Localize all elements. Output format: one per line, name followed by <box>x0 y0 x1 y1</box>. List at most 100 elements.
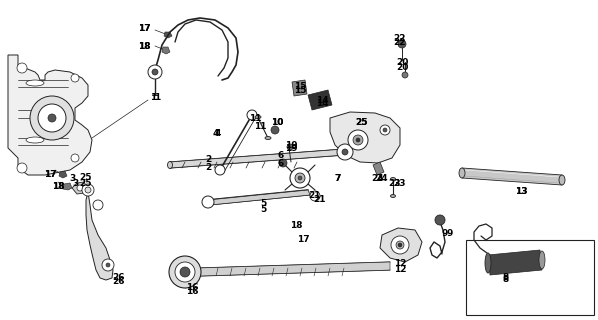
Circle shape <box>337 144 353 160</box>
Circle shape <box>180 267 190 277</box>
Circle shape <box>202 196 214 208</box>
Polygon shape <box>72 182 87 194</box>
Text: 16: 16 <box>186 286 199 295</box>
Ellipse shape <box>485 253 491 273</box>
Circle shape <box>38 104 66 132</box>
Text: 6: 6 <box>278 158 284 167</box>
Polygon shape <box>208 190 310 205</box>
Text: 24: 24 <box>372 173 385 182</box>
Circle shape <box>353 135 363 145</box>
Circle shape <box>17 163 27 173</box>
Text: 25: 25 <box>79 172 91 181</box>
Circle shape <box>391 236 409 254</box>
Circle shape <box>30 96 74 140</box>
Text: 18: 18 <box>138 42 150 51</box>
Circle shape <box>77 185 83 191</box>
Circle shape <box>398 243 402 247</box>
Circle shape <box>396 241 404 249</box>
Ellipse shape <box>459 168 465 178</box>
Text: 17: 17 <box>297 236 309 244</box>
Circle shape <box>356 138 360 142</box>
Circle shape <box>82 184 94 196</box>
Circle shape <box>295 173 305 183</box>
Text: 9: 9 <box>442 229 448 238</box>
Polygon shape <box>292 80 307 96</box>
Text: 2: 2 <box>205 155 211 164</box>
Circle shape <box>148 65 162 79</box>
Polygon shape <box>8 55 92 175</box>
Ellipse shape <box>255 116 261 118</box>
Circle shape <box>48 114 56 122</box>
Text: 7: 7 <box>335 173 341 182</box>
Circle shape <box>342 149 348 155</box>
Text: 23: 23 <box>393 179 406 188</box>
Text: 18: 18 <box>290 221 302 230</box>
Text: 18: 18 <box>138 42 150 51</box>
Circle shape <box>152 69 158 75</box>
Circle shape <box>102 259 114 271</box>
Text: 10: 10 <box>271 117 283 126</box>
Text: 17: 17 <box>138 23 150 33</box>
Text: 14: 14 <box>316 99 328 108</box>
Text: 13: 13 <box>515 188 527 196</box>
Text: 1: 1 <box>150 92 156 101</box>
Text: 3: 3 <box>69 173 75 182</box>
Text: 17: 17 <box>44 170 56 179</box>
Polygon shape <box>308 90 332 110</box>
Text: 9: 9 <box>447 229 453 238</box>
Text: 12: 12 <box>393 260 406 268</box>
Text: 11: 11 <box>249 114 261 123</box>
Text: 22: 22 <box>393 34 406 43</box>
Ellipse shape <box>265 137 271 140</box>
Ellipse shape <box>390 178 395 180</box>
Circle shape <box>247 110 257 120</box>
Polygon shape <box>488 250 542 275</box>
Circle shape <box>402 72 408 78</box>
Circle shape <box>435 215 445 225</box>
Circle shape <box>290 168 310 188</box>
Polygon shape <box>330 112 400 163</box>
Text: 22: 22 <box>393 37 406 46</box>
Polygon shape <box>164 32 172 38</box>
Text: 8: 8 <box>503 276 509 284</box>
Text: 2: 2 <box>205 163 211 172</box>
Circle shape <box>175 262 195 282</box>
Circle shape <box>93 200 103 210</box>
Text: 19: 19 <box>285 143 297 153</box>
Circle shape <box>215 165 225 175</box>
Ellipse shape <box>539 251 545 269</box>
Circle shape <box>279 159 287 167</box>
Text: 25: 25 <box>356 117 368 126</box>
Polygon shape <box>373 162 384 175</box>
Circle shape <box>85 187 91 193</box>
Circle shape <box>71 74 79 82</box>
Text: 3: 3 <box>72 179 78 188</box>
Text: 17: 17 <box>44 170 56 179</box>
Text: 20: 20 <box>396 62 408 71</box>
Text: 21: 21 <box>309 191 321 201</box>
Text: 10: 10 <box>271 117 283 126</box>
Text: 8: 8 <box>503 273 509 282</box>
Text: 6: 6 <box>278 150 284 159</box>
Ellipse shape <box>343 148 347 156</box>
Text: 15: 15 <box>294 85 306 94</box>
Ellipse shape <box>26 80 44 86</box>
Circle shape <box>106 263 110 267</box>
Ellipse shape <box>167 162 172 169</box>
Circle shape <box>169 256 201 288</box>
Text: 18: 18 <box>52 181 64 190</box>
Text: 18: 18 <box>52 181 64 190</box>
Bar <box>466 240 594 315</box>
Circle shape <box>71 154 79 162</box>
Text: 7: 7 <box>335 173 341 182</box>
Text: 16: 16 <box>186 283 199 292</box>
Text: 5: 5 <box>260 205 266 214</box>
Circle shape <box>271 126 279 134</box>
Text: 1: 1 <box>154 92 160 101</box>
Polygon shape <box>162 47 170 54</box>
Ellipse shape <box>26 137 44 143</box>
Polygon shape <box>170 149 345 168</box>
Circle shape <box>383 128 387 132</box>
Text: 23: 23 <box>389 179 401 188</box>
Text: 15: 15 <box>294 82 306 91</box>
